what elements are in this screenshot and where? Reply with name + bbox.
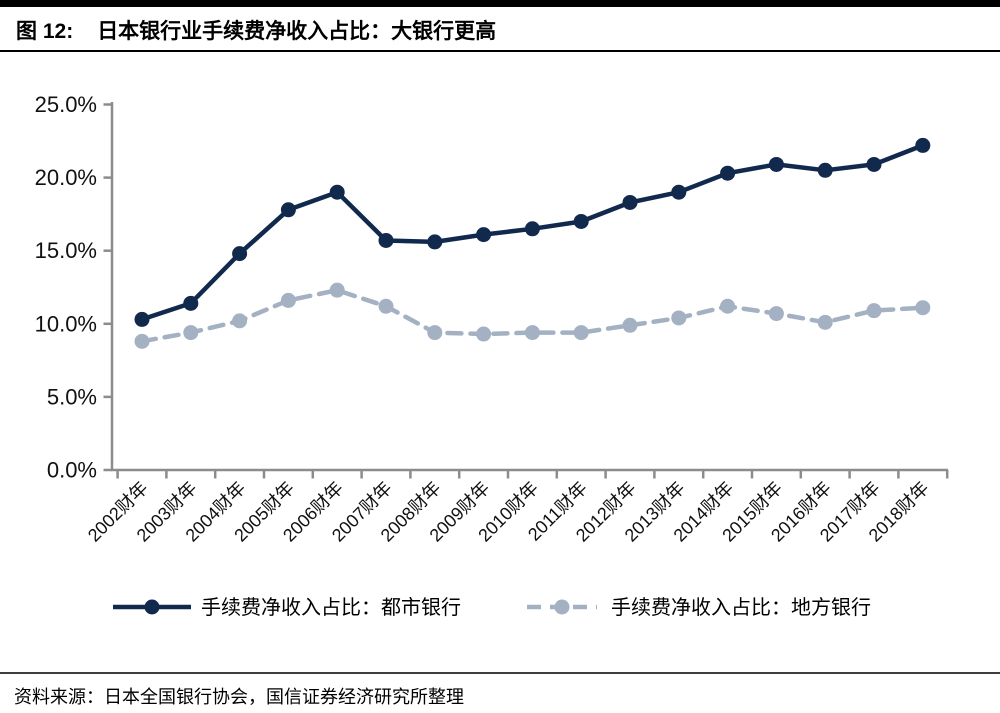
city-banks-data-point xyxy=(329,184,345,200)
city-banks-data-point xyxy=(378,232,394,248)
city-banks-data-point xyxy=(915,137,931,153)
regional-banks-data-point xyxy=(232,313,248,329)
footer-divider-rule xyxy=(0,672,1000,674)
y-tick-label: 15.0% xyxy=(35,238,97,263)
regional-banks-data-point xyxy=(378,298,394,314)
legend-label-regional-banks: 手续费净收入占比：地方银行 xyxy=(611,596,871,619)
legend-marker-city-banks-icon xyxy=(144,599,160,615)
legend-label-city-banks: 手续费净收入占比：都市银行 xyxy=(201,596,461,619)
figure-number-label: 图 12: xyxy=(16,20,74,43)
y-tick-label: 5.0% xyxy=(47,384,97,409)
city-banks-data-point xyxy=(622,194,638,210)
regional-banks-data-point xyxy=(476,326,492,342)
y-tick-label: 20.0% xyxy=(35,165,97,190)
legend-item-city-banks: 手续费净收入占比：都市银行 xyxy=(113,596,461,619)
regional-banks-data-point xyxy=(768,306,784,322)
source-text: 资料来源：日本全国银行协会，国信证券经济研究所整理 xyxy=(14,687,464,707)
city-banks-data-point xyxy=(768,156,784,172)
regional-banks-data-point xyxy=(915,300,931,316)
regional-banks-data-point xyxy=(573,325,589,341)
series-group xyxy=(134,137,931,349)
regional-banks-data-point xyxy=(817,314,833,330)
regional-banks-data-point xyxy=(427,325,443,341)
regional-banks-data-point xyxy=(329,282,345,298)
top-border-rule xyxy=(0,0,1000,7)
regional-banks-data-point xyxy=(720,298,736,314)
regional-banks-data-point xyxy=(671,310,687,326)
regional-banks-data-point xyxy=(280,292,296,308)
regional-banks-data-point xyxy=(866,303,882,319)
city-banks-data-point xyxy=(720,165,736,181)
x-axis-labels-group: 2002财年2003财年2004财年2005财年2006财年2007财年2008… xyxy=(84,478,933,546)
regional-banks-data-point xyxy=(524,325,540,341)
city-banks-data-point xyxy=(476,227,492,243)
city-banks-data-point xyxy=(134,311,150,327)
city-banks-data-point xyxy=(183,295,199,311)
y-axis-labels-group: 0.0% 5.0% 10.0% 15.0% 20.0% 25.0% xyxy=(35,92,97,483)
axis-ticks-group xyxy=(103,103,949,479)
source-note: 资料来源：日本全国银行协会，国信证券经济研究所整理 xyxy=(14,683,464,709)
city-banks-data-point xyxy=(866,156,882,172)
figure-header: 图 12: 日本银行业手续费净收入占比：大银行更高 xyxy=(16,15,496,45)
y-tick-label: 10.0% xyxy=(35,311,97,336)
regional-banks-data-point xyxy=(622,317,638,333)
city-banks-data-point xyxy=(232,246,248,262)
city-banks-data-point xyxy=(280,202,296,218)
y-tick-label: 25.0% xyxy=(35,92,97,117)
city-banks-data-point xyxy=(573,213,589,229)
city-banks-data-point xyxy=(817,162,833,178)
figure-title: 日本银行业手续费净收入占比：大银行更高 xyxy=(97,20,497,43)
city-banks-data-point xyxy=(427,234,443,250)
regional-banks-data-point xyxy=(183,325,199,341)
city-banks-data-point xyxy=(524,221,540,237)
city-banks-data-point xyxy=(671,184,687,200)
legend-item-regional-banks: 手续费净收入占比：地方银行 xyxy=(527,596,871,619)
axes-group xyxy=(110,102,948,472)
regional-banks-data-point xyxy=(134,333,150,349)
y-tick-label: 0.0% xyxy=(47,458,97,483)
header-divider-rule xyxy=(0,50,1000,52)
legend-marker-regional-banks-icon xyxy=(554,599,570,615)
chart-legend: 手续费净收入占比：都市银行 手续费净收入占比：地方银行 xyxy=(113,596,871,619)
